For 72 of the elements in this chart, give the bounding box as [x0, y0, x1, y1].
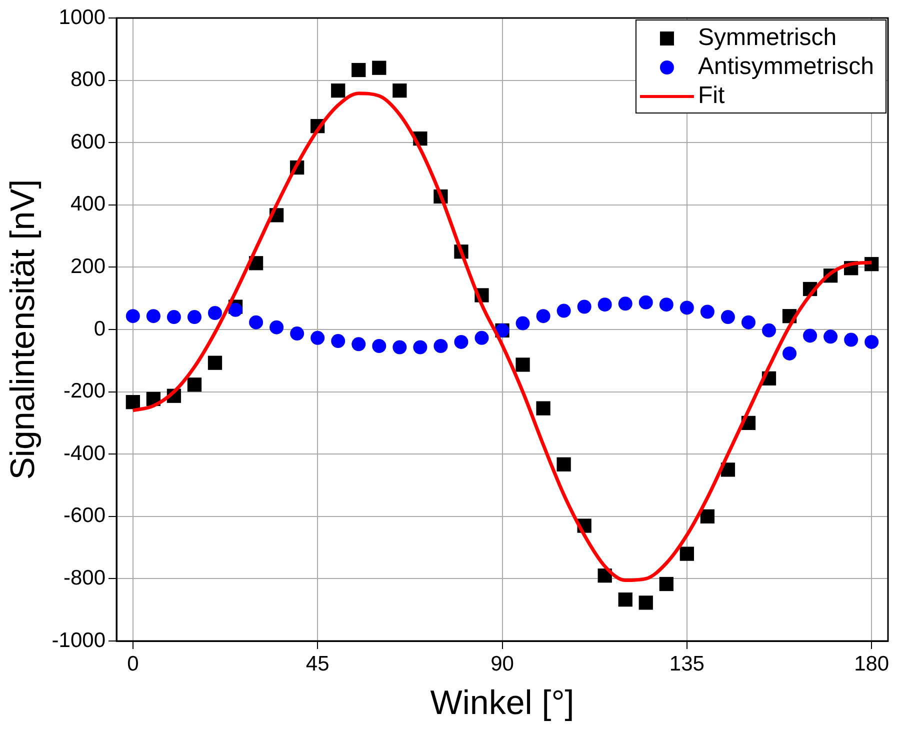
x-tick-label: 90 [490, 652, 514, 676]
point [680, 300, 694, 315]
point [352, 62, 366, 78]
point [638, 596, 653, 610]
legend-label: Antisymmetrisch [698, 53, 874, 80]
point [803, 328, 818, 343]
y-tick-label: -800 [63, 566, 106, 590]
y-tick-label: -1000 [52, 628, 106, 652]
point [434, 339, 448, 354]
point [208, 356, 222, 370]
point [680, 546, 694, 561]
point [577, 300, 592, 314]
point [741, 315, 756, 330]
point [454, 334, 468, 349]
point [126, 309, 140, 324]
point [824, 330, 838, 344]
y-tick-label: 600 [70, 130, 106, 154]
point [762, 323, 776, 338]
point [618, 296, 632, 311]
y-tick-label: 0 [94, 317, 106, 340]
point [270, 320, 284, 334]
y-tick-label: -600 [63, 504, 106, 528]
legend-label: Symmetrisch [698, 24, 837, 52]
point [392, 84, 407, 98]
x-tick-label: 45 [306, 652, 330, 676]
point [310, 330, 325, 345]
point [372, 339, 386, 354]
y-axis-title: Signalintensität [nV] [4, 179, 42, 480]
y-tick-label: -400 [63, 442, 106, 465]
point [844, 332, 858, 347]
legend-label: Fit [698, 82, 725, 110]
point [516, 358, 530, 372]
x-axis-title: Winkel [°] [430, 684, 574, 722]
point [638, 295, 653, 310]
point [126, 395, 140, 410]
point [352, 337, 366, 352]
point [187, 378, 202, 392]
point [208, 306, 222, 320]
x-tick-label: 0 [127, 652, 139, 676]
point [516, 316, 530, 330]
point [536, 401, 550, 416]
point [228, 302, 243, 317]
point [249, 315, 264, 330]
point [536, 309, 550, 324]
y-tick-label: 400 [70, 192, 106, 216]
point [556, 457, 571, 472]
y-tick-label: -200 [63, 380, 106, 403]
point [331, 334, 346, 348]
y-tick-label: 200 [70, 254, 106, 278]
point [392, 340, 407, 354]
point [782, 346, 797, 360]
point [474, 330, 489, 345]
point [864, 334, 879, 349]
point [618, 592, 632, 607]
y-tick-label: 800 [70, 68, 106, 92]
point [700, 509, 715, 524]
y-tick-label: 1000 [58, 6, 106, 29]
x-tick-label: 180 [854, 652, 890, 676]
point [187, 310, 202, 324]
x-tick-label: 135 [669, 652, 704, 676]
point [331, 84, 346, 98]
point [556, 304, 571, 318]
point [659, 298, 674, 312]
point [166, 310, 181, 324]
point [659, 576, 674, 592]
point [372, 60, 386, 75]
point [146, 309, 160, 324]
point [413, 340, 428, 354]
point [598, 298, 612, 312]
point [700, 304, 714, 319]
point [720, 310, 735, 324]
point [290, 326, 304, 341]
